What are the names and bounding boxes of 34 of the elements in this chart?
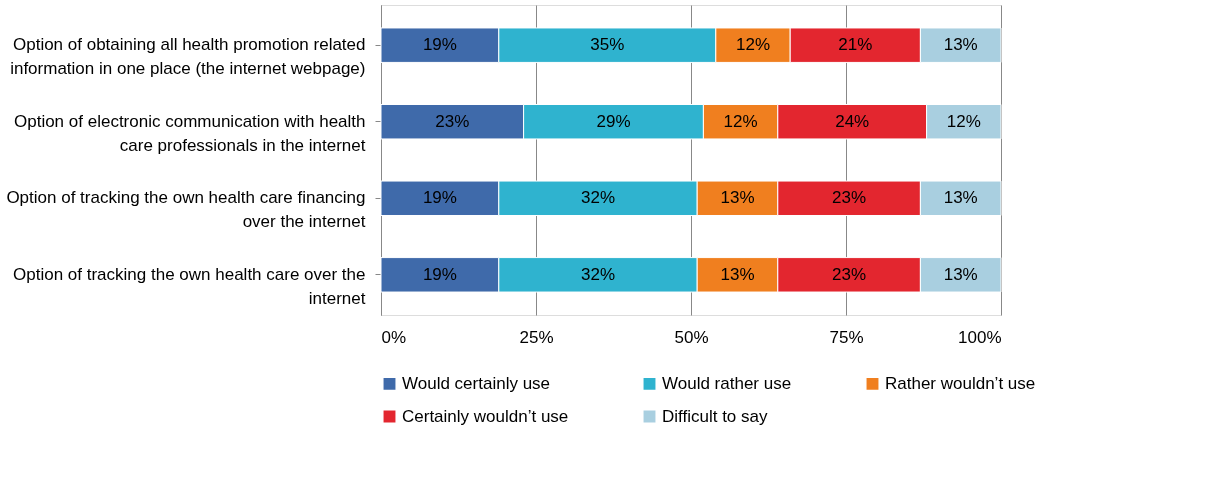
- x-tick-label: 75%: [829, 327, 864, 347]
- data-label: 23%: [832, 188, 867, 208]
- data-label: 32%: [580, 188, 616, 208]
- y-tick-label: Option of electronic communication with health care professionals in the internet: [13, 111, 366, 155]
- legend-label: Difficult to say: [662, 406, 768, 426]
- data-label: 19%: [422, 264, 457, 284]
- data-label: 12%: [946, 111, 981, 131]
- y-tick-label: Option of tracking the own health care financing over the internet: [6, 188, 366, 232]
- legend-label: Rather wouldn’t use: [885, 373, 1036, 393]
- data-label: 35%: [590, 35, 625, 55]
- x-tick-label: 0%: [381, 327, 407, 347]
- data-label: 13%: [943, 35, 978, 55]
- y-tick-label: Option of obtaining all health promotion related information in one place (the internet webpage): [10, 35, 366, 79]
- data-label: 12%: [723, 111, 758, 131]
- data-label: 19%: [422, 35, 457, 55]
- data-label: 24%: [835, 111, 870, 131]
- data-label: 13%: [943, 264, 978, 284]
- x-tick-label: 100%: [958, 327, 1002, 347]
- data-label: 13%: [720, 264, 755, 284]
- legend-label: Would rather use: [662, 373, 792, 393]
- data-label: 13%: [943, 188, 978, 208]
- x-tick-label: 50%: [674, 327, 709, 347]
- legend-label: Certainly wouldn’t use: [402, 406, 569, 426]
- legend-label: Would certainly use: [402, 373, 551, 393]
- x-tick-label: 25%: [519, 327, 554, 347]
- data-label: 21%: [838, 35, 873, 55]
- data-label: 23%: [832, 264, 867, 284]
- data-label: 13%: [720, 188, 755, 208]
- y-tick-label: Option of tracking the own health care over the internet: [13, 264, 366, 308]
- data-label: 19%: [422, 188, 457, 208]
- data-label: 23%: [435, 111, 470, 131]
- data-label: 12%: [735, 35, 771, 55]
- data-label: 32%: [580, 264, 616, 284]
- data-label: 29%: [596, 111, 631, 131]
